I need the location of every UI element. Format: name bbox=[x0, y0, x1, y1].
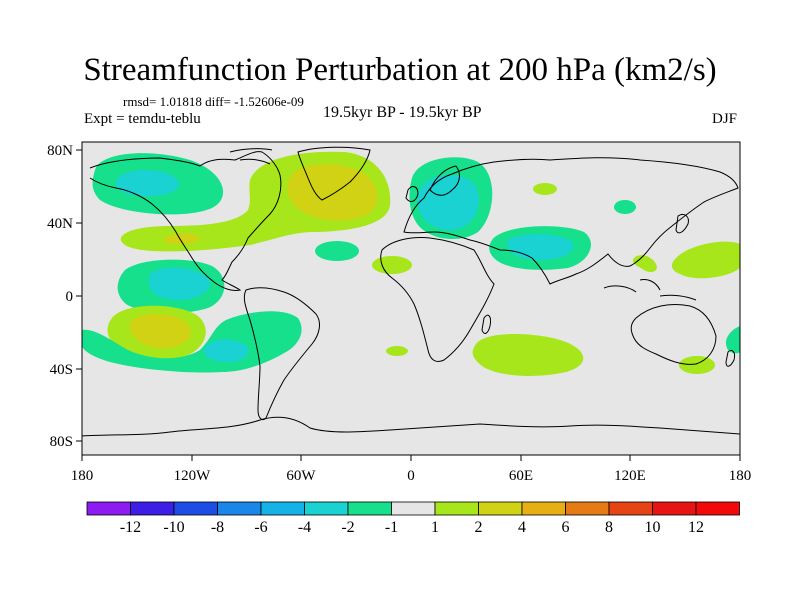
colorbar-swatch bbox=[391, 501, 436, 516]
lon-tick-label: 180 bbox=[729, 468, 752, 484]
anomaly-central-asia bbox=[533, 183, 557, 195]
colorbar bbox=[86, 501, 740, 516]
anomaly-south-pacific-core bbox=[129, 313, 191, 349]
anomaly-atlantic-subtropics bbox=[315, 241, 359, 261]
anomaly-south-indian bbox=[472, 334, 584, 376]
lon-tick-label: 60E bbox=[509, 468, 533, 484]
coast-south-america bbox=[243, 287, 320, 421]
lon-tick-label: 180 bbox=[71, 468, 94, 484]
colorbar-swatch bbox=[478, 501, 523, 516]
colorbar-label: 1 bbox=[431, 519, 439, 536]
coast-scandinavia bbox=[429, 165, 460, 196]
anomaly-atlantic-tail-core bbox=[165, 233, 200, 245]
coast-maritime-continent bbox=[603, 279, 697, 301]
lat-tick-label: 40S bbox=[50, 362, 73, 378]
colorbar-swatch bbox=[608, 501, 653, 516]
colorbar-label: -12 bbox=[120, 519, 141, 536]
colorbar-label: 4 bbox=[518, 519, 526, 536]
anomaly-west-africa bbox=[372, 256, 412, 274]
coast-madagascar bbox=[481, 314, 491, 334]
lon-tick-label: 60W bbox=[286, 468, 316, 484]
anomaly-philippines bbox=[632, 255, 657, 272]
lat-tick-labels: 80N 40N 0 40S 80S bbox=[47, 143, 73, 450]
colorbar-label: -8 bbox=[211, 519, 224, 536]
colorbar-swatch bbox=[521, 501, 566, 516]
colorbar-label: -1 bbox=[385, 519, 398, 536]
colorbar-swatch bbox=[565, 501, 610, 516]
colorbar-label: -4 bbox=[298, 519, 311, 536]
statistics-line: rmsd= 1.01818 diff= -1.52606e-09 bbox=[123, 94, 304, 109]
coastlines bbox=[82, 146, 740, 437]
anomaly-sw-pacific bbox=[679, 356, 715, 374]
colorbar-label: 8 bbox=[605, 519, 613, 536]
colorbar-swatch bbox=[173, 501, 218, 516]
anomaly-nw-pacific bbox=[671, 241, 740, 279]
coast-australia bbox=[630, 304, 717, 365]
lon-tick-label: 120E bbox=[614, 468, 646, 484]
lon-tick-label: 0 bbox=[407, 468, 415, 484]
colorbar-swatch bbox=[652, 501, 697, 516]
colorbar-swatch bbox=[86, 501, 131, 516]
coast-antarctica bbox=[82, 416, 740, 437]
anomaly-ne-pacific-core bbox=[116, 169, 179, 197]
anomaly-europe-core bbox=[417, 174, 479, 231]
anomaly-south-atlantic bbox=[386, 346, 408, 356]
colorbar-swatch bbox=[260, 501, 305, 516]
coast-arctic-islands bbox=[229, 148, 273, 165]
colorbar-labels: -12 -10 -8 -6 -4 -2 -1 1 2 4 6 8 10 12 bbox=[120, 519, 704, 536]
anomaly-north-atlantic-core bbox=[287, 164, 378, 221]
lon-tick-label: 120W bbox=[174, 468, 212, 484]
colorbar-swatch bbox=[434, 501, 479, 516]
page-title: Streamfunction Perturbation at 200 hPa (… bbox=[83, 52, 717, 88]
coast-north-america bbox=[89, 151, 282, 291]
colorbar-label: 2 bbox=[475, 519, 483, 536]
colorbar-label: 6 bbox=[562, 519, 570, 536]
anomaly-west-asia bbox=[614, 200, 636, 214]
coast-eurasia bbox=[403, 157, 739, 285]
lat-tick-label: 80N bbox=[47, 143, 73, 159]
colorbar-label: -10 bbox=[163, 519, 184, 536]
lat-tick-label: 0 bbox=[66, 289, 74, 305]
coast-japan bbox=[675, 213, 689, 234]
anomaly-se-pacific-core bbox=[203, 339, 249, 363]
colorbar-label: -6 bbox=[254, 519, 267, 536]
experiment-label: Expt = temdu-teblu bbox=[84, 111, 201, 127]
anomaly-central-pacific-core bbox=[148, 267, 210, 300]
colorbar-swatch bbox=[347, 501, 392, 516]
lat-tick-label: 80S bbox=[50, 434, 73, 450]
contour-fill-layer bbox=[82, 151, 740, 376]
coast-new-zealand bbox=[725, 349, 735, 367]
coast-africa bbox=[380, 237, 495, 363]
anomaly-dateline-south bbox=[725, 326, 740, 354]
colorbar-swatch bbox=[130, 501, 175, 516]
period-label: 19.5kyr BP - 19.5kyr BP bbox=[323, 104, 482, 121]
season-label: DJF bbox=[712, 111, 738, 127]
lat-tick-label: 40N bbox=[47, 216, 73, 232]
colorbar-swatch bbox=[695, 501, 740, 516]
lon-tick-labels: 180 120W 60W 0 60E 120E 180 bbox=[71, 468, 752, 484]
colorbar-label: 12 bbox=[688, 519, 704, 536]
anomaly-se-pacific bbox=[82, 311, 302, 373]
colorbar-label: -2 bbox=[341, 519, 354, 536]
coast-greenland bbox=[297, 146, 371, 201]
colorbar-swatch bbox=[217, 501, 262, 516]
colorbar-swatch bbox=[304, 501, 349, 516]
coast-british-isles bbox=[405, 186, 419, 202]
colorbar-label: 10 bbox=[645, 519, 661, 536]
axis-ticks bbox=[76, 149, 741, 461]
